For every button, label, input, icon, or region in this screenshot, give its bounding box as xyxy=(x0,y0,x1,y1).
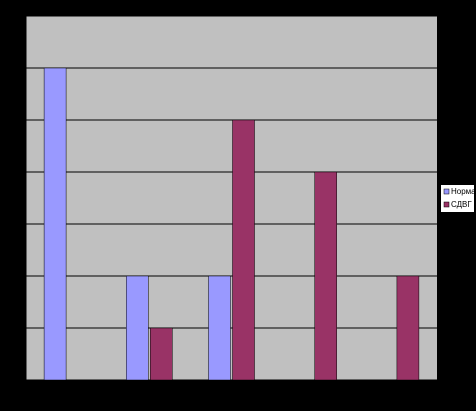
bar xyxy=(43,67,67,381)
y-tick-label: 1 xyxy=(15,322,20,332)
bar xyxy=(150,327,173,381)
legend-label: Норма xyxy=(451,187,476,196)
y-tick-label: 2 xyxy=(15,270,20,280)
legend-swatch xyxy=(443,188,450,195)
y-tick-label: 6 xyxy=(15,62,20,72)
y-tick-label: 0 xyxy=(15,374,20,384)
bar xyxy=(314,171,337,381)
bar xyxy=(232,119,255,381)
bar xyxy=(208,275,231,381)
bar xyxy=(126,275,149,381)
y-tick-label: 7 xyxy=(15,10,20,20)
y-tick-label: 3 xyxy=(15,218,20,228)
plot-area xyxy=(26,16,437,380)
legend-swatch xyxy=(443,201,450,208)
y-tick-label: 4 xyxy=(15,166,20,176)
bar xyxy=(396,275,420,381)
y-tick-label: 5 xyxy=(15,114,20,124)
legend-label: СДВГ xyxy=(451,200,472,209)
